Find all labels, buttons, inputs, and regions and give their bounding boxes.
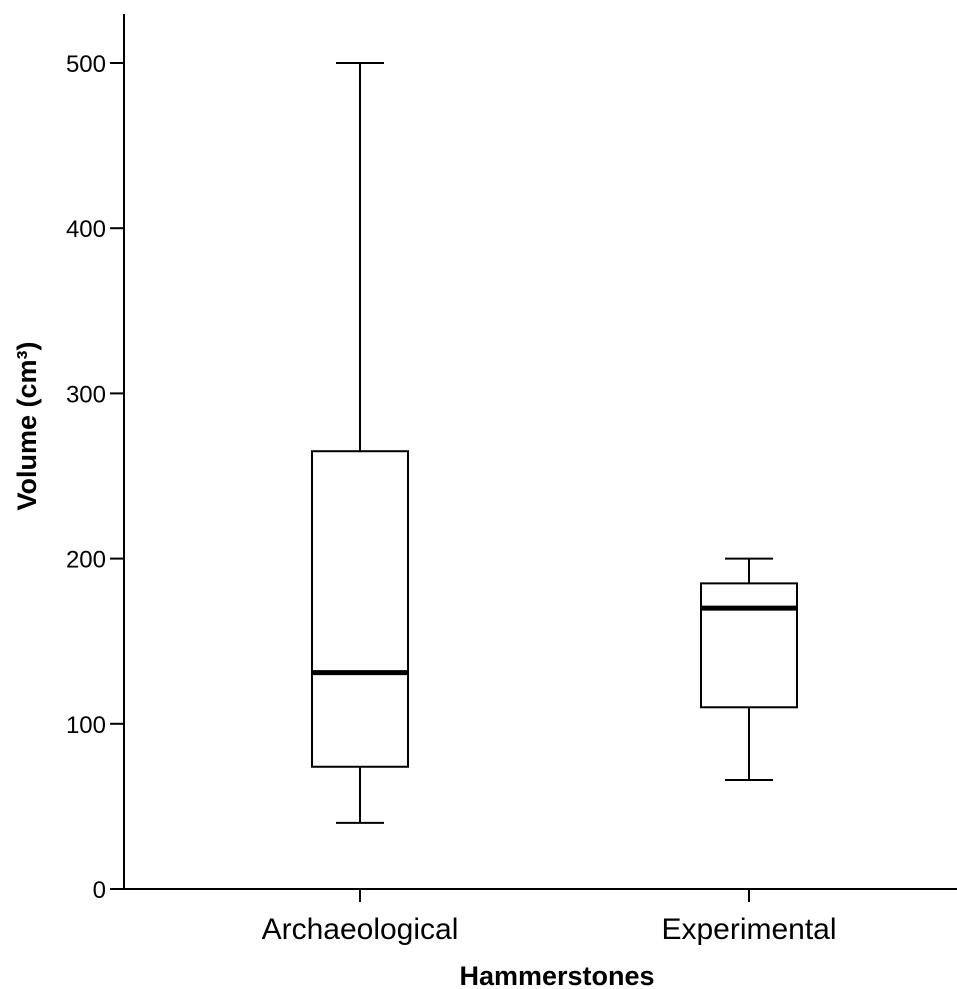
x-tick-label: Archaeological [262,913,459,946]
x-axis-title: Hammerstones [459,961,654,989]
y-tick-label: 200 [66,547,106,574]
y-axis: 0 100 200 300 400 500 [66,14,125,904]
y-tick-label: 400 [66,216,106,243]
boxes [311,62,798,824]
y-axis-title: Volume (cm³) [12,341,42,510]
iqr-box [700,582,798,709]
y-tick-label: 0 [93,877,106,904]
y-tick-label: 100 [66,712,106,739]
iqr-box [311,450,409,768]
x-tick-label: Experimental [661,913,836,946]
box-experimental [700,557,798,781]
box-archaeological [311,62,409,824]
y-tick-label: 500 [66,51,106,78]
x-axis: Archaeological Experimental [124,888,957,946]
y-tick-label: 300 [66,381,106,408]
